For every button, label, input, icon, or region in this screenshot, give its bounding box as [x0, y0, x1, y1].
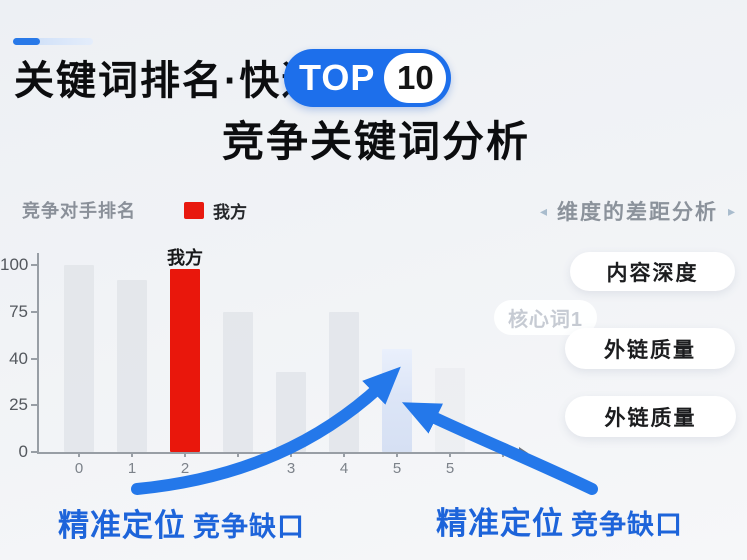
- chevron-left-icon[interactable]: ◂: [539, 203, 547, 219]
- pill-backlink-quality-1[interactable]: 外链质量: [565, 328, 735, 369]
- y-tick: [31, 310, 37, 313]
- pill-content-depth[interactable]: 内容深度: [570, 252, 735, 291]
- chart-legend: 我方: [184, 198, 247, 223]
- bar-1: [117, 280, 147, 452]
- chart-title: 竞争对手排名: [22, 201, 136, 221]
- y-tick: [31, 451, 37, 453]
- x-tick: [290, 452, 292, 457]
- page-subtitle: 竞争关键词分析: [222, 118, 531, 165]
- x-tick-label: 3: [286, 460, 296, 477]
- bar-3: [276, 372, 306, 452]
- caption-left: 精准定位 竞争缺口: [58, 500, 305, 545]
- y-tick-label: 100: [0, 255, 29, 274]
- y-axis: [37, 253, 39, 453]
- x-axis: [37, 452, 520, 454]
- top10-badge: TOP 10: [284, 49, 452, 107]
- caption-left-bold: 精准定位: [58, 508, 186, 543]
- y-tick: [31, 404, 37, 407]
- badge-number: 10: [384, 53, 447, 103]
- y-tick-label: 0: [18, 442, 28, 461]
- caption-left-rest: 竞争缺口: [193, 512, 305, 542]
- badge-top-text: TOP: [299, 57, 376, 98]
- y-tick-label: 25: [9, 395, 28, 415]
- chevron-right-icon[interactable]: ▸: [728, 203, 736, 219]
- bar-0: [64, 265, 94, 452]
- x-tick: [343, 452, 345, 457]
- caption-right-bold: 精准定位: [436, 506, 564, 541]
- caption-right-rest: 竞争缺口: [571, 510, 683, 540]
- panel-heading: ◂ 维度的差距分析 ▸: [528, 196, 747, 226]
- bar-4: [329, 312, 359, 452]
- bar-2: [170, 269, 200, 452]
- y-tick-label: 75: [9, 301, 28, 321]
- x-tick: [396, 452, 398, 457]
- pill-backlink-quality-2[interactable]: 外链质量: [565, 396, 736, 437]
- panel-heading-text: 维度的差距分析: [557, 201, 718, 224]
- bar-5: [435, 368, 465, 452]
- caption-right: 精准定位 竞争缺口: [436, 498, 683, 543]
- x-tick: [502, 452, 504, 457]
- y-tick: [31, 357, 37, 360]
- x-tick-label: 0: [74, 460, 84, 477]
- page-title: 关键词排名·快速: [14, 59, 324, 103]
- x-tick: [184, 452, 186, 457]
- progress-bar: [13, 38, 93, 45]
- bar-5: [382, 349, 412, 452]
- bar-unlabeled-3: [223, 312, 253, 452]
- y-tick: [31, 264, 37, 266]
- x-tick: [78, 452, 80, 457]
- bar-chart: 我方 0 1 2 3 4 5 5 100 75 40 25 0: [0, 248, 545, 483]
- progress-bar-fill: [13, 38, 40, 45]
- x-tick-label: 5: [392, 460, 402, 477]
- x-tick: [131, 452, 133, 457]
- keyword-tag: 核心词1: [494, 300, 597, 335]
- x-tick-label: 2: [180, 460, 190, 477]
- x-tick-label: 1: [127, 460, 137, 477]
- x-tick: [449, 452, 451, 457]
- x-tick-label: 4: [339, 460, 349, 477]
- bar-annotation: 我方: [167, 248, 203, 268]
- y-tick-label: 40: [9, 348, 28, 368]
- x-tick: [237, 452, 239, 457]
- x-tick-label: 5: [445, 460, 455, 477]
- legend-swatch-icon: [184, 202, 204, 219]
- axis-arrow-icon: [519, 447, 528, 459]
- legend-label: 我方: [213, 203, 247, 222]
